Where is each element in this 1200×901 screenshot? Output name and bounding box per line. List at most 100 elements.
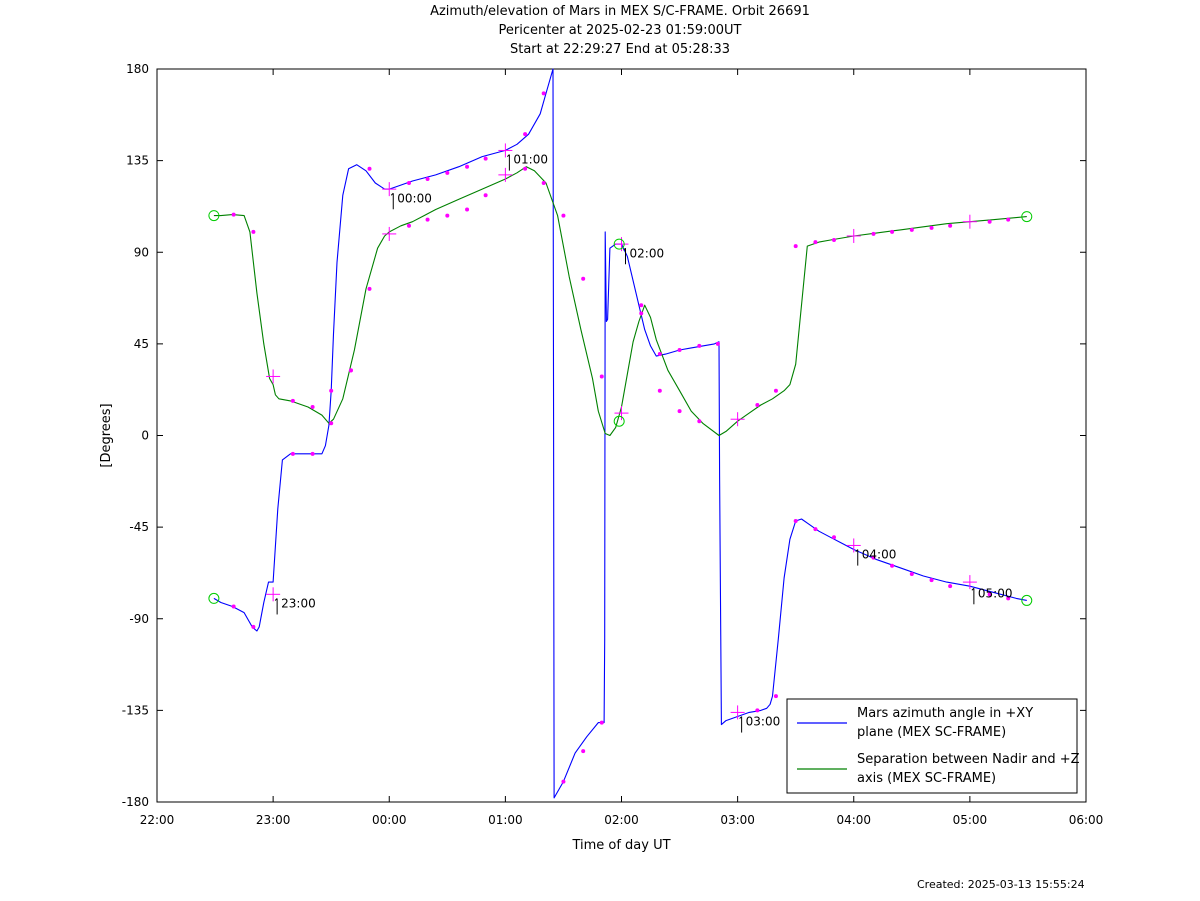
separation-sample-dot	[909, 227, 914, 232]
separation-sample-dot	[987, 219, 992, 224]
azimuth-sample-dot	[425, 176, 430, 181]
y-tick-label: 180	[126, 62, 149, 76]
hour-annotation: 04:00	[855, 548, 897, 566]
separation-sample-dot	[871, 231, 876, 236]
chart-title: Azimuth/elevation of Mars in MEX S/C-FRA…	[430, 4, 810, 19]
annotation-label: 05:00	[978, 586, 1013, 600]
separation-sample-dot	[639, 311, 644, 316]
y-tick-label: -180	[122, 795, 149, 809]
azimuth-sample-dot	[329, 388, 334, 393]
hour-annotation: 02:00	[623, 246, 664, 265]
azimuth-sample-dot	[523, 132, 528, 137]
legend-azimuth-label: Mars azimuth angle in +XY plane (MEX SC-F…	[857, 706, 1033, 740]
azimuth-hour-marker	[730, 705, 745, 720]
azimuth-series-line	[213, 68, 1027, 799]
azimuth-sample-dot	[599, 720, 604, 725]
x-tick-label: 04:00	[836, 813, 871, 827]
legend-label-line: Separation between Nadir and +Z	[857, 752, 1080, 767]
azimuth-sample-dot	[657, 352, 662, 357]
azimuth-sample-dot	[561, 779, 566, 784]
y-tick-label: 135	[126, 154, 149, 168]
azimuth-hour-marker	[962, 575, 977, 590]
azimuth-sample-dot	[987, 592, 992, 597]
separation-sample-dot	[231, 212, 236, 217]
separation-sample-dot	[483, 193, 488, 198]
legend-box	[786, 698, 1078, 794]
azimuth-sample-dot	[813, 527, 818, 532]
x-tick-label: 06:00	[1069, 813, 1104, 827]
azimuth-sample-dot	[445, 170, 450, 175]
x-axis-label: Time of day UT	[571, 838, 670, 853]
annotation-label: 04:00	[862, 548, 897, 562]
azimuth-sample-dot	[483, 156, 488, 161]
azimuth-sample-dot	[677, 347, 682, 352]
separation-series-line	[213, 166, 1027, 437]
azimuth-sample-dot	[832, 535, 837, 540]
azimuth-sample-dot	[367, 166, 372, 171]
separation-sample-dot	[697, 419, 702, 424]
separation-hour-marker	[730, 412, 745, 427]
hour-annotation: 23:00	[274, 596, 316, 615]
azimuth-sample-dot	[890, 563, 895, 568]
azimuth-sample-dot	[755, 708, 760, 713]
separation-sample-dot	[425, 217, 430, 222]
azimuth-sample-dot	[465, 164, 470, 169]
separation-sample-dot	[523, 166, 528, 171]
separation-sample-dot	[348, 368, 353, 373]
created-timestamp: Created: 2025-03-13 15:55:24	[917, 878, 1085, 891]
hour-annotation: 01:00	[507, 153, 548, 171]
azimuth-sample-dot	[1006, 596, 1011, 601]
annotation-label: 00:00	[397, 191, 432, 205]
separation-sample-dot	[290, 398, 295, 403]
separation-sample-dot	[1006, 217, 1011, 222]
separation-sample-dot	[367, 286, 372, 291]
azimuth-sample-dot	[948, 584, 953, 589]
chart-subtitle-pericenter: Pericenter at 2025-02-23 01:59:00UT	[498, 23, 742, 38]
endpoint-circle	[613, 415, 625, 427]
azimuth-sample-dot	[581, 749, 586, 754]
azimuth-sample-dot	[231, 604, 236, 609]
azimuth-sample-dot	[310, 451, 315, 456]
legend-separation-label: Separation between Nadir and +Z axis (MEX…	[857, 752, 1080, 786]
x-tick-label: 22:00	[140, 813, 175, 827]
hour-annotation: 03:00	[739, 715, 780, 733]
azimuth-hour-marker	[382, 182, 397, 197]
endpoint-circle	[613, 238, 625, 250]
separation-hour-marker	[382, 226, 397, 241]
x-tick-label: 02:00	[604, 813, 639, 827]
separation-sample-dot	[541, 181, 546, 186]
legend-label-line: axis (MEX SC-FRAME)	[857, 771, 996, 786]
annotation-label: 23:00	[281, 596, 316, 610]
plot-axes: 22:00 23:00 00:00 01:00 02:00 03:00 04:00 05:00…	[99, 62, 1103, 853]
separation-sample-dot	[561, 213, 566, 218]
endpoint-circle	[208, 592, 220, 604]
separation-hour-marker	[266, 369, 281, 384]
separation-sample-dot	[445, 213, 450, 218]
y-tick-label: -45	[129, 520, 149, 534]
y-tick-label: 90	[134, 245, 149, 259]
separation-sample-dot	[406, 223, 411, 228]
azimuth-sample-dot	[290, 451, 295, 456]
annotation-hook	[507, 154, 510, 157]
annotation-hook	[274, 598, 278, 601]
separation-hour-marker	[962, 214, 977, 229]
separation-sample-dot	[677, 409, 682, 414]
plot-frame	[156, 68, 1087, 803]
annotation-hook	[739, 716, 742, 719]
azimuth-hour-marker	[846, 538, 861, 553]
endpoint-circle	[1021, 594, 1033, 606]
chart-subtitle-start-end: Start at 22:29:27 End at 05:28:33	[509, 42, 731, 57]
azimuth-sample-dot	[715, 341, 720, 346]
endpoint-circle	[1021, 211, 1033, 223]
separation-sample-dot	[465, 207, 470, 212]
azimuth-hour-marker	[498, 143, 513, 158]
x-tick-label: 23:00	[256, 813, 291, 827]
separation-sample-dot	[251, 229, 256, 234]
annotation-hook	[855, 549, 859, 552]
separation-sample-dot	[657, 388, 662, 393]
separation-hour-marker	[614, 406, 629, 421]
legend-label-line: Mars azimuth angle in +XY	[857, 706, 1033, 721]
separation-sample-dot	[929, 225, 934, 230]
series-layer	[213, 68, 1027, 799]
azimuth-sample-dot	[909, 571, 914, 576]
